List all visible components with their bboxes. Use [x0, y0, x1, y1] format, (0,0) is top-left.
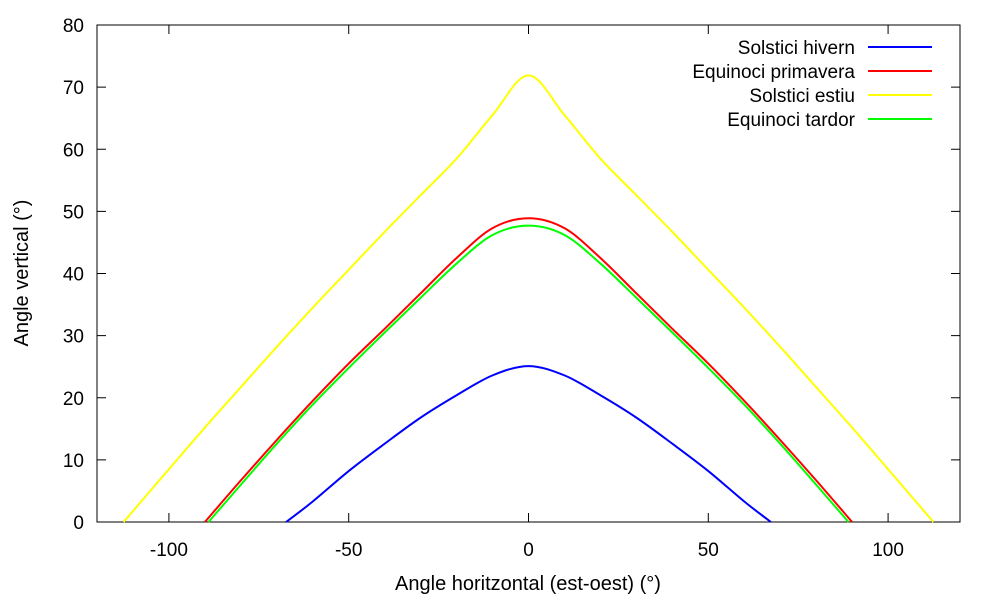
legend-label-equinoci-tardor: Equinoci tardor [727, 110, 855, 131]
x-tick-label: 50 [698, 540, 719, 561]
series-line-solstici-hivern [285, 365, 772, 523]
y-tick-label: 10 [63, 451, 84, 472]
series-line-equinoci-tardor [207, 224, 850, 523]
y-tick-label: 40 [63, 265, 84, 286]
tick-labels: -100 -50 0 50 100 0 10 20 30 40 50 60 70 80 [63, 16, 904, 561]
legend-label-solstici-hivern: Solstici hivern [738, 38, 855, 59]
y-tick-label: 30 [63, 327, 84, 348]
legend-label-solstici-estiu: Solstici estiu [749, 86, 855, 107]
series-lines [122, 74, 935, 523]
y-tick-label: 20 [63, 389, 84, 410]
legend-label-equinoci-primavera: Equinoci primavera [692, 62, 855, 83]
x-axis-label: Angle horitzontal (est-oest) (°) [395, 573, 661, 595]
legend: Solstici hivern Equinoci primavera Solstic… [692, 38, 932, 131]
series-line-solstici-estiu [122, 74, 935, 523]
x-tick-label: 0 [523, 540, 534, 561]
series-line-equinoci-primavera [204, 217, 853, 523]
y-axis-label: Angle vertical (°) [11, 200, 33, 347]
x-tick-label: -100 [150, 540, 188, 561]
y-tick-label: 70 [63, 78, 84, 99]
y-tick-label: 50 [63, 202, 84, 223]
x-tick-label: -50 [335, 540, 362, 561]
y-tick-label: 60 [63, 140, 84, 161]
y-tick-label: 80 [63, 16, 84, 37]
ticks [97, 24, 960, 523]
x-tick-label: 100 [872, 540, 904, 561]
y-tick-label: 0 [73, 513, 84, 534]
